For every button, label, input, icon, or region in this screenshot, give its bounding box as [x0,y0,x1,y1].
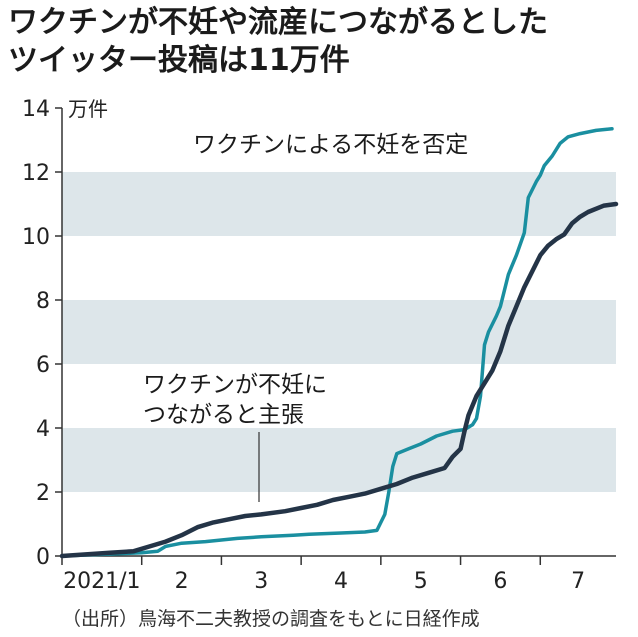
title-line-1: ワクチンが不妊や流産につながるとした [8,5,548,40]
shaded-band-1 [62,300,616,364]
series-line-1 [59,201,619,559]
y-tick-label-6: 12 [22,161,50,186]
x-tick-label-2: 3 [254,569,268,594]
y-tick-label-1: 2 [36,481,50,506]
x-tick-label-4: 5 [414,569,428,594]
series-line-0 [60,127,614,558]
y-tick-label-5: 10 [22,225,50,250]
y-tick-label-3: 6 [36,353,50,378]
source-note: （出所）鳥海不二夫教授の調査をもとに日経作成 [62,608,480,630]
x-tick-label-5: 6 [493,569,507,594]
chart-title: ワクチンが不妊や流産につながるとした ツイッター投稿は11万件 [8,4,632,80]
title-line-2: ツイッター投稿は11万件 [8,43,350,78]
x-tick-label-1: 2 [175,569,189,594]
x-tick-label-0: 2021/1 [63,569,140,594]
x-tick-label-3: 4 [334,569,348,594]
y-tick-label-0: 0 [36,545,50,570]
series-label-1-line-2: つながると主張 [143,402,304,428]
shaded-band-2 [62,172,616,236]
y-tick-label-7: 14 [22,97,50,122]
y-tick-label-4: 8 [36,289,50,314]
y-unit-label: 万件 [68,97,108,121]
x-tick-label-6: 7 [571,569,585,594]
y-tick-label-2: 4 [36,417,50,442]
shaded-band-0 [62,428,616,492]
series-label-0: ワクチンによる不妊を否定 [193,132,468,158]
series-label-1-line-1: ワクチンが不妊に [143,372,327,398]
